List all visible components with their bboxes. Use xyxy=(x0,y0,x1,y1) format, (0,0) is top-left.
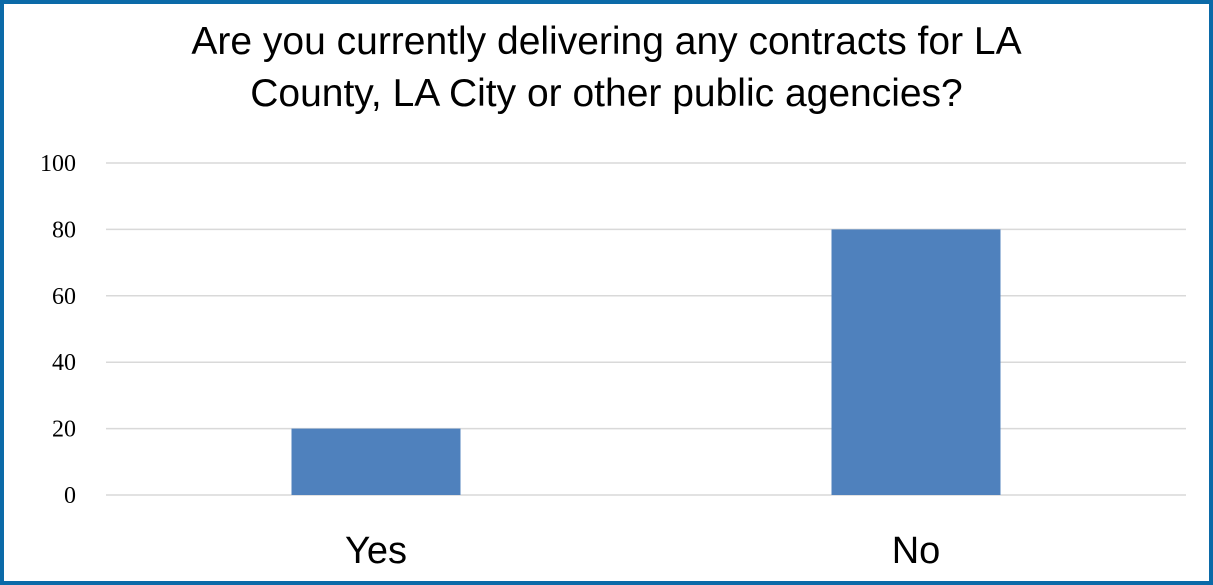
y-tick-label-60: 60 xyxy=(52,284,76,310)
y-tick-label-20: 20 xyxy=(52,417,76,443)
x-category-label-no: No xyxy=(892,530,941,572)
bar-yes xyxy=(291,428,461,495)
y-tick-label-40: 40 xyxy=(52,350,76,376)
x-category-label-yes: Yes xyxy=(345,530,407,572)
y-tick-label-80: 80 xyxy=(52,217,76,243)
chart-title: Are you currently delivering any contrac… xyxy=(0,16,1213,120)
chart-title-line-2: County, LA City or other public agencies… xyxy=(250,72,963,115)
y-tick-label-0: 0 xyxy=(64,483,76,509)
bar-no xyxy=(831,229,1001,495)
y-tick-label-100: 100 xyxy=(40,151,76,177)
chart-title-line-1: Are you currently delivering any contrac… xyxy=(191,20,1022,63)
